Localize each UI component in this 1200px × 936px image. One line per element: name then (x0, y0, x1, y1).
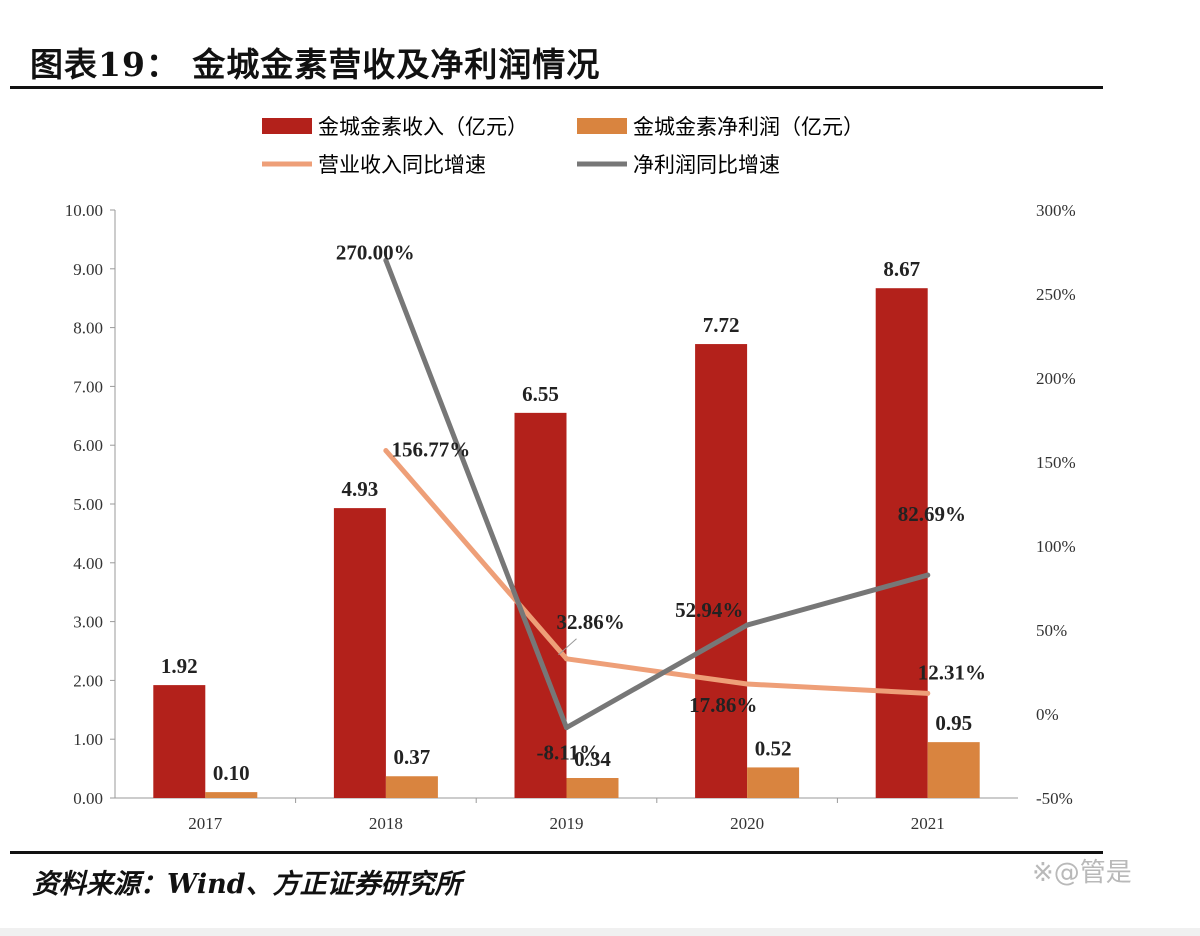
y-right-tick-label: 100% (1036, 537, 1076, 556)
line-point (383, 448, 389, 454)
bars (153, 288, 980, 798)
bar-data-label: 0.52 (755, 736, 792, 760)
legend: 金城金素收入（亿元） 金城金素净利润（亿元） 营业收入同比增速 净利润同比增速 (262, 115, 864, 177)
legend-swatch (262, 118, 312, 134)
source-note: 资料来源：Wind、方正证券研究所 (32, 869, 462, 900)
bar-profit (566, 778, 619, 798)
x-tick-label: 2017 (188, 814, 223, 833)
y-left-tick-label: 5.00 (73, 495, 103, 514)
x-tick-label: 2020 (730, 814, 764, 833)
line-point (744, 622, 750, 628)
y-right-tick-label: 150% (1036, 453, 1076, 472)
line-point (564, 725, 569, 731)
y-left-tick-label: 6.00 (73, 436, 103, 455)
lines (383, 257, 931, 731)
line-point (383, 257, 389, 263)
bar-data-label: 7.72 (703, 313, 740, 337)
line-data-label: 32.86% (557, 610, 625, 634)
legend-label: 营业收入同比增速 (318, 153, 486, 177)
y-right-tick-label: -50% (1036, 789, 1073, 808)
y-left-tick-label: 4.00 (73, 554, 103, 573)
line-point (925, 690, 931, 696)
x-tick-label: 2019 (550, 814, 584, 833)
legend-label: 金城金素净利润（亿元） (633, 115, 864, 139)
bar-revenue (695, 344, 748, 798)
legend-swatch (577, 118, 627, 134)
y-left-tick-label: 8.00 (73, 319, 103, 338)
bar-profit (927, 742, 980, 798)
line-data-label: -8.11% (537, 741, 601, 765)
y-left-tick-label: 1.00 (73, 730, 103, 749)
y-left-tick-label: 10.00 (65, 201, 103, 220)
y-left-tick-label: 0.00 (73, 789, 103, 808)
y-right-tick-label: 0% (1036, 705, 1059, 724)
line-data-label: 17.86% (689, 693, 757, 717)
bar-data-label: 0.10 (213, 761, 250, 785)
bottom-strip (0, 928, 1200, 936)
line-data-label: 12.31% (918, 660, 986, 684)
data-labels: 1.92 4.93 6.55 7.72 8.67 0.10 0.37 0.34 0.52 0.95… (161, 240, 986, 785)
y-right-tick-label: 300% (1036, 201, 1076, 220)
bar-profit (385, 776, 438, 798)
bar-revenue (153, 685, 206, 798)
line-point (744, 681, 750, 687)
chart-area: 金城金素收入（亿元） 金城金素净利润（亿元） 营业收入同比增速 净利润同比增速 0.0… (65, 115, 1076, 833)
bar-data-label: 4.93 (342, 477, 379, 501)
bar-data-label: 6.55 (522, 382, 559, 406)
label-leader-line (558, 638, 577, 656)
line-data-label: 270.00% (336, 240, 415, 264)
y-left-tick-label: 9.00 (73, 260, 103, 279)
bottom-rule (10, 851, 1103, 854)
profit-growth-line (383, 257, 931, 731)
bar-profit (747, 767, 800, 798)
line-data-label: 156.77% (392, 438, 471, 462)
bar-data-label: 0.34 (574, 747, 611, 771)
line-point (564, 656, 569, 662)
top-rule (10, 86, 1103, 89)
x-tick-label: 2018 (369, 814, 403, 833)
y-left-tick-label: 2.00 (73, 671, 103, 690)
line-point (925, 572, 931, 578)
bar-data-label: 0.37 (394, 745, 431, 769)
y-left-tick-label: 7.00 (73, 377, 103, 396)
revenue-growth-line (383, 448, 931, 696)
y-right-tick-label: 200% (1036, 369, 1076, 388)
axes: 0.00 1.00 2.00 3.00 4.00 5.00 6.00 7.00 8.00 9.00… (65, 201, 1076, 833)
x-tick-label: 2021 (911, 814, 945, 833)
bar-profit (205, 792, 258, 798)
watermark: ※@管是 (1032, 858, 1132, 888)
legend-label: 净利润同比增速 (633, 153, 780, 177)
line-data-label: 52.94% (675, 598, 743, 622)
y-right-tick-label: 50% (1036, 621, 1067, 640)
bar-data-label: 1.92 (161, 654, 198, 678)
line-data-label: 82.69% (898, 502, 966, 526)
bar-data-label: 8.67 (883, 257, 920, 281)
legend-label: 金城金素收入（亿元） (318, 115, 528, 139)
y-right-tick-label: 250% (1036, 285, 1076, 304)
bar-data-label: 0.95 (935, 711, 972, 735)
bar-revenue (333, 508, 386, 798)
y-left-tick-label: 3.00 (73, 613, 103, 632)
chart-title: 图表19： 金城金素营收及净利润情况 (30, 45, 601, 84)
bar-revenue (875, 288, 928, 798)
